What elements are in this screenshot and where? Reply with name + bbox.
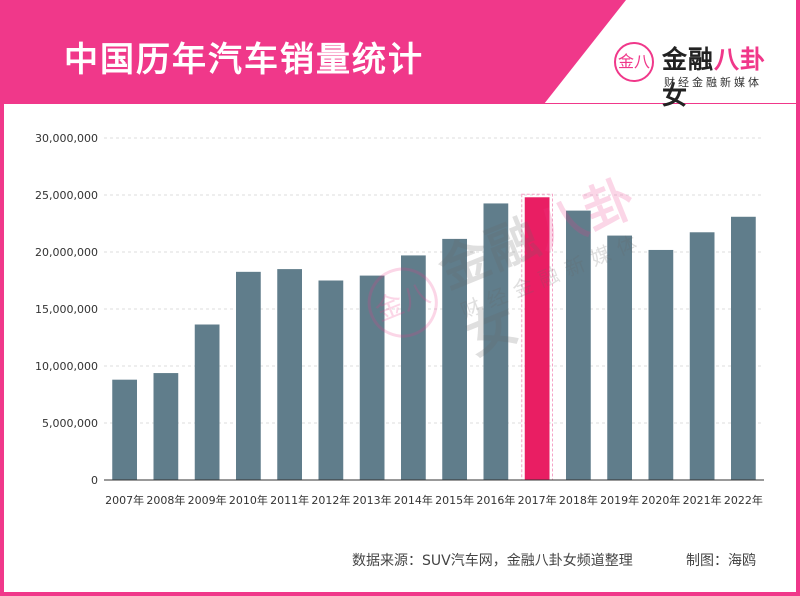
y-tick-label: 5,000,000 <box>42 417 98 430</box>
y-tick-label: 0 <box>91 474 98 487</box>
header-shape <box>0 0 800 104</box>
bar <box>731 216 756 481</box>
x-tick-label: 2012年 <box>311 493 350 507</box>
logo-tagline: 财经金融新媒体 <box>664 76 762 89</box>
x-axis-ticks: 2007年 2008年 2009年 2010年 2011年 2012年 2013年 2014年… <box>105 493 763 507</box>
x-tick-label: 2015年 <box>435 493 474 507</box>
header-pink-band <box>0 0 626 104</box>
bar <box>359 275 385 480</box>
logo-word-a: 金融 <box>662 45 715 74</box>
x-tick-label: 2022年 <box>724 493 763 507</box>
bar <box>236 271 261 480</box>
bar <box>277 269 302 480</box>
bar <box>689 232 715 480</box>
x-tick-label: 2018年 <box>559 493 598 507</box>
x-tick-label: 2020年 <box>641 493 680 507</box>
bar <box>194 324 220 480</box>
x-tick-label: 2019年 <box>600 493 639 507</box>
y-tick-label: 15,000,000 <box>35 303 98 316</box>
x-tick-label: 2007年 <box>105 493 144 507</box>
x-tick-label: 2013年 <box>353 493 392 507</box>
bar <box>648 249 674 480</box>
x-tick-label: 2009年 <box>188 493 227 507</box>
bar <box>442 238 467 480</box>
y-tick-label: 10,000,000 <box>35 360 98 373</box>
y-tick-label: 25,000,000 <box>35 189 98 202</box>
chart-credit: 制图：海鸥 <box>686 553 756 569</box>
logo-circle-icon: 金八 <box>614 42 654 82</box>
x-tick-label: 2008年 <box>146 493 185 507</box>
brand-logo: 金八 金融八卦女 财经金融新媒体 <box>614 40 784 110</box>
x-tick-label: 2011年 <box>270 493 309 507</box>
bar <box>401 255 426 480</box>
x-tick-label: 2017年 <box>518 493 557 507</box>
x-tick-label: 2010年 <box>229 493 268 507</box>
logo-wordmark: 金融八卦女 <box>662 40 784 112</box>
logo-word-c: 女 <box>662 81 689 110</box>
bar-highlighted <box>524 197 550 480</box>
bar-chart: 0 5,000,000 10,000,000 15,000,000 20,000,000… <box>35 132 764 507</box>
data-source-note: 数据来源：SUV汽车网，金融八卦女频道整理 <box>352 553 633 569</box>
header-banner: 中国历年汽车销量统计 金八 金融八卦女 财经金融新媒体 <box>0 0 800 110</box>
y-axis-ticks: 0 5,000,000 10,000,000 15,000,000 20,000,000… <box>35 132 98 487</box>
y-tick-label: 20,000,000 <box>35 246 98 259</box>
bar <box>153 373 179 480</box>
bar <box>483 203 509 480</box>
logo-word-b: 八卦 <box>714 45 767 74</box>
bar <box>318 280 344 480</box>
x-tick-label: 2021年 <box>683 493 722 507</box>
bar <box>112 379 137 480</box>
page-title: 中国历年汽车销量统计 <box>64 40 424 80</box>
x-tick-label: 2014年 <box>394 493 433 507</box>
bar <box>607 235 632 480</box>
bars <box>112 193 756 481</box>
y-tick-label: 30,000,000 <box>35 132 98 145</box>
bar <box>566 210 591 481</box>
x-tick-label: 2016年 <box>476 493 515 507</box>
